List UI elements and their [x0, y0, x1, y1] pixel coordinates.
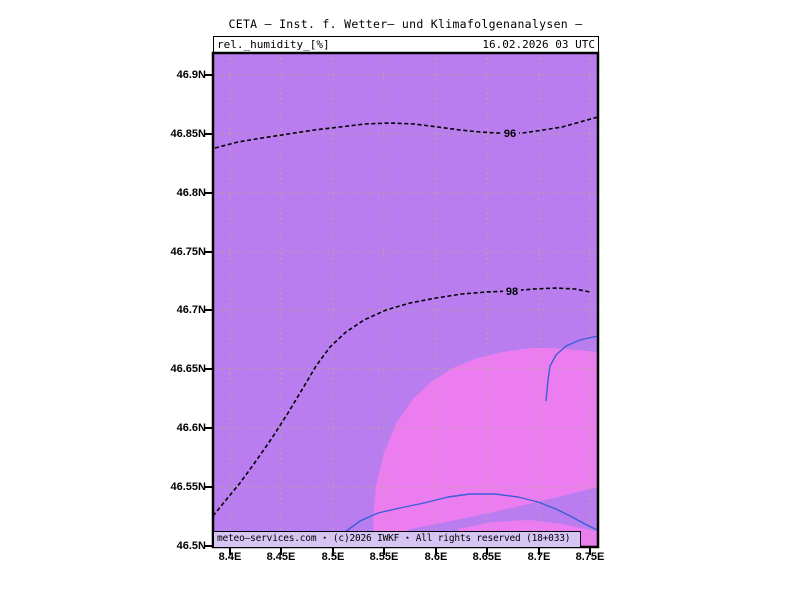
lat-tick-label: 46.85N [170, 128, 206, 140]
lon-tick-label: 8.7E [527, 551, 551, 563]
variable-label: rel._humidity_[%] [217, 38, 330, 51]
lat-tick-label: 46.5N [176, 540, 206, 552]
lon-tick-label: 8.4E [218, 551, 242, 563]
lon-tick-label: 8.75E [575, 551, 605, 563]
lon-tick-label: 8.5E [321, 551, 345, 563]
lon-tick-label: 8.6E [424, 551, 448, 563]
lat-tick-label: 46.55N [170, 481, 206, 493]
contour-label-mask [503, 285, 521, 297]
river-tributary [545, 335, 599, 402]
contour-line-96 [214, 116, 599, 149]
contour-label-98: 98 [506, 286, 518, 298]
river-main [344, 493, 599, 533]
lat-tick-label: 46.65N [170, 363, 206, 375]
contour-label-96: 96 [504, 128, 516, 140]
lat-tick-label: 46.9N [176, 69, 206, 81]
lat-tick-label: 46.7N [176, 304, 206, 316]
lat-tick-label: 46.6N [176, 422, 206, 434]
map-title: CETA – Inst. f. Wetter– und Klimafolgena… [228, 17, 583, 31]
lat-tick-label: 46.75N [170, 246, 206, 258]
valid-time-label: 16.02.2026 03 UTC [482, 38, 595, 51]
lon-tick-label: 8.45E [266, 551, 296, 563]
lon-tick-label: 8.55E [369, 551, 399, 563]
copyright-box: meteo–services.com ⋆ (c)2026 IWKF ⋆ All … [213, 531, 581, 548]
high-humidity-region [373, 348, 598, 547]
lat-tick-label: 46.8N [176, 187, 206, 199]
contour-label-mask [501, 127, 519, 139]
lon-tick-label: 8.65E [472, 551, 502, 563]
